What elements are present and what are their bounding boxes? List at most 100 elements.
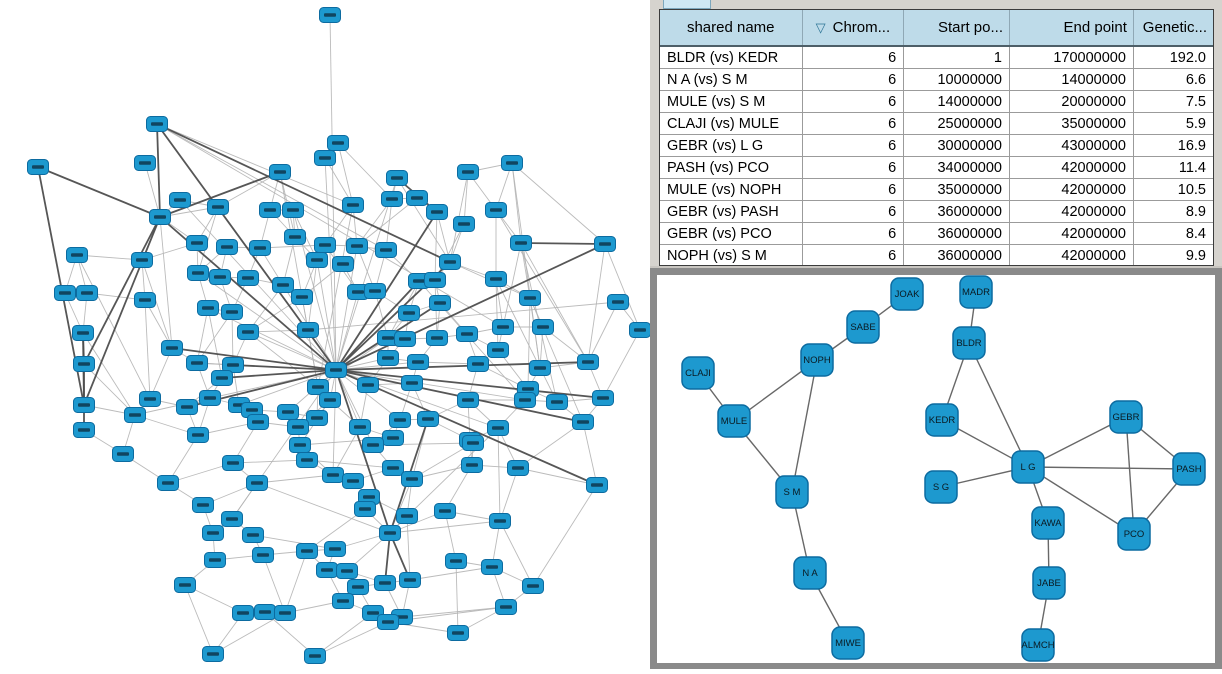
network-node[interactable]: [187, 265, 209, 281]
network-node[interactable]: [272, 277, 294, 293]
network-node[interactable]: [447, 625, 469, 641]
network-node[interactable]: [357, 377, 379, 393]
network-node[interactable]: [462, 435, 484, 451]
network-node[interactable]: [157, 475, 179, 491]
network-node[interactable]: [73, 397, 95, 413]
network-node[interactable]: [254, 604, 276, 620]
network-node-bldr[interactable]: BLDR: [952, 326, 986, 360]
network-node-kedr[interactable]: KEDR: [925, 403, 959, 437]
network-node[interactable]: [510, 235, 532, 251]
network-node[interactable]: [453, 216, 475, 232]
network-node[interactable]: [492, 319, 514, 335]
network-node[interactable]: [72, 325, 94, 341]
network-node[interactable]: [296, 543, 318, 559]
network-node[interactable]: [237, 324, 259, 340]
network-node[interactable]: [319, 7, 341, 23]
network-node-pash[interactable]: PASH: [1172, 452, 1206, 486]
network-node[interactable]: [349, 419, 371, 435]
network-node[interactable]: [485, 271, 507, 287]
network-node[interactable]: [434, 503, 456, 519]
network-node[interactable]: [146, 116, 168, 132]
network-node[interactable]: [221, 304, 243, 320]
table-row[interactable]: GEBR (vs) PASH 6 36000000 42000000 8.9: [660, 200, 1213, 223]
network-node[interactable]: [519, 290, 541, 306]
network-node[interactable]: [249, 240, 271, 256]
network-node[interactable]: [522, 578, 544, 594]
table-row[interactable]: NOPH (vs) S M 6 36000000 42000000 9.9: [660, 244, 1213, 265]
network-node[interactable]: [324, 541, 346, 557]
large-network-canvas[interactable]: [0, 0, 651, 669]
table-row[interactable]: GEBR (vs) L G 6 30000000 43000000 16.9: [660, 134, 1213, 157]
network-node[interactable]: [322, 467, 344, 483]
table-row[interactable]: PASH (vs) PCO 6 34000000 42000000 11.4: [660, 156, 1213, 179]
network-node[interactable]: [277, 404, 299, 420]
network-node[interactable]: [439, 254, 461, 270]
network-node[interactable]: [487, 342, 509, 358]
network-node[interactable]: [314, 237, 336, 253]
network-node[interactable]: [485, 202, 507, 218]
network-node[interactable]: [73, 422, 95, 438]
network-node[interactable]: [401, 471, 423, 487]
network-node[interactable]: [192, 497, 214, 513]
network-node[interactable]: [202, 525, 224, 541]
network-node[interactable]: [216, 239, 238, 255]
network-node[interactable]: [259, 202, 281, 218]
network-node[interactable]: [386, 170, 408, 186]
network-node[interactable]: [594, 236, 616, 252]
network-node[interactable]: [374, 575, 396, 591]
network-node[interactable]: [197, 300, 219, 316]
network-node[interactable]: [426, 330, 448, 346]
network-node[interactable]: [269, 164, 291, 180]
network-node[interactable]: [252, 547, 274, 563]
network-node[interactable]: [377, 330, 399, 346]
network-node[interactable]: [186, 355, 208, 371]
network-node[interactable]: [461, 457, 483, 473]
table-tab-fragment[interactable]: [663, 0, 711, 9]
network-node[interactable]: [546, 394, 568, 410]
network-node[interactable]: [246, 475, 268, 491]
column-header-chromosome[interactable]: ▽ Chrom...: [802, 10, 905, 47]
network-node[interactable]: [209, 269, 231, 285]
network-node-noph[interactable]: NOPH: [800, 343, 834, 377]
network-node[interactable]: [586, 477, 608, 493]
filter-funnel-icon[interactable]: ▽: [815, 20, 826, 35]
network-node-jabe[interactable]: JABE: [1032, 566, 1066, 600]
network-node[interactable]: [134, 292, 156, 308]
network-node-madr[interactable]: MADR: [959, 275, 993, 309]
network-node[interactable]: [242, 527, 264, 543]
network-node[interactable]: [204, 552, 226, 568]
network-node[interactable]: [577, 354, 599, 370]
network-node[interactable]: [222, 455, 244, 471]
network-node[interactable]: [457, 392, 479, 408]
table-row[interactable]: BLDR (vs) KEDR 6 1 170000000 192.0: [660, 46, 1213, 69]
network-node[interactable]: [149, 209, 171, 225]
network-node[interactable]: [247, 414, 269, 430]
network-node[interactable]: [316, 562, 338, 578]
network-node[interactable]: [375, 242, 397, 258]
network-node[interactable]: [398, 305, 420, 321]
network-node[interactable]: [284, 229, 306, 245]
network-node[interactable]: [297, 322, 319, 338]
network-node[interactable]: [399, 572, 421, 588]
network-node-s-g[interactable]: S G: [924, 470, 958, 504]
network-node[interactable]: [377, 350, 399, 366]
network-node-miwe[interactable]: MIWE: [831, 626, 865, 660]
table-row[interactable]: N A (vs) S M 6 10000000 14000000 6.6: [660, 68, 1213, 91]
network-node[interactable]: [307, 379, 329, 395]
network-node[interactable]: [382, 460, 404, 476]
network-node[interactable]: [457, 164, 479, 180]
network-node[interactable]: [232, 605, 254, 621]
network-node[interactable]: [377, 614, 399, 630]
network-node[interactable]: [381, 191, 403, 207]
network-node[interactable]: [291, 289, 313, 305]
network-node[interactable]: [407, 354, 429, 370]
network-node-l-g[interactable]: L G: [1011, 450, 1045, 484]
network-node[interactable]: [306, 252, 328, 268]
network-node-joak[interactable]: JOAK: [890, 277, 924, 311]
network-node[interactable]: [394, 331, 416, 347]
network-node[interactable]: [389, 412, 411, 428]
network-node[interactable]: [396, 508, 418, 524]
network-node[interactable]: [501, 155, 523, 171]
network-node[interactable]: [592, 390, 614, 406]
network-node[interactable]: [401, 375, 423, 391]
